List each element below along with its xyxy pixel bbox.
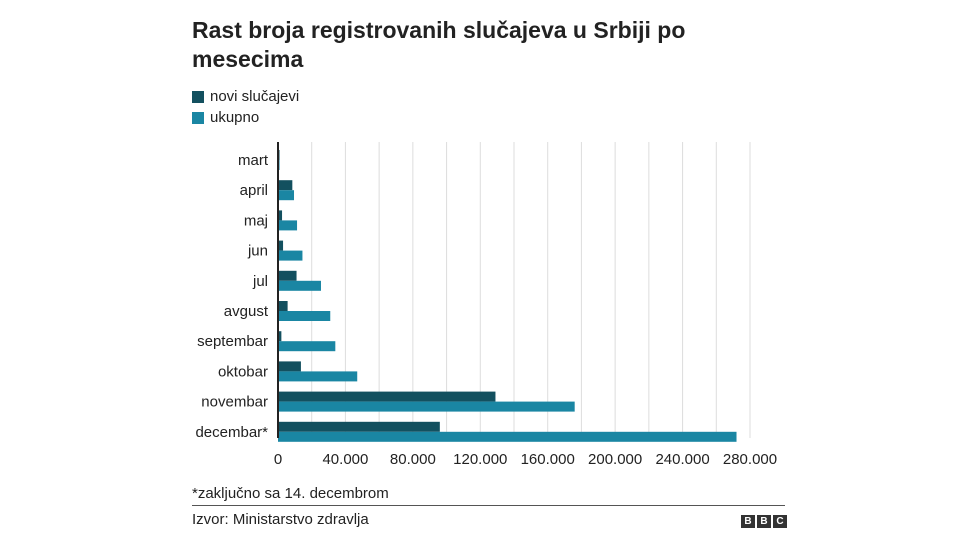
category-label: jul: [252, 273, 268, 290]
category-label: novembar: [201, 394, 268, 411]
bar-total: [278, 311, 331, 321]
legend-item-new: novi slučajevi: [192, 88, 299, 105]
bar-total: [278, 341, 336, 352]
category-label: avgust: [224, 303, 269, 320]
x-tick-label: 40.000: [322, 451, 368, 468]
bar-new: [278, 301, 288, 311]
bar-new: [278, 210, 283, 221]
x-tick-label: 80.000: [390, 451, 436, 468]
category-label: septembar: [197, 333, 268, 350]
bar-total: [278, 371, 358, 382]
bar-new: [278, 361, 301, 372]
bar-new: [278, 240, 284, 251]
category-label: oktobar: [218, 363, 268, 380]
legend-swatch: [192, 111, 204, 124]
bar-new: [278, 270, 297, 281]
x-tick-label: 240.000: [655, 451, 709, 468]
divider: [192, 505, 785, 506]
category-label: maj: [244, 212, 268, 229]
legend-swatch: [192, 90, 204, 103]
bar-new: [278, 180, 293, 191]
source: Izvor: Ministarstvo zdravlja: [192, 511, 369, 528]
category-label: jun: [247, 243, 268, 260]
bar-new: [278, 391, 496, 402]
bar-total: [278, 220, 298, 231]
category-label: mart: [238, 152, 269, 169]
x-tick-label: 160.000: [521, 451, 575, 468]
bar-total: [278, 280, 321, 291]
x-tick-label: 120.000: [453, 451, 507, 468]
x-tick-label: 0: [274, 451, 282, 468]
category-label: april: [240, 182, 268, 199]
bar-total: [278, 190, 295, 201]
legend-item-total: ukupno: [192, 109, 259, 126]
bar-total: [278, 250, 303, 261]
legend-label: novi slučajevi: [210, 88, 300, 105]
x-tick-label: 200.000: [588, 451, 642, 468]
category-label: decembar*: [195, 424, 268, 441]
bar-new: [278, 421, 440, 432]
bar-total: [278, 401, 575, 412]
bar-new: [278, 331, 282, 342]
chart-title: Rast broja registrovanih slučajeva u Srb…: [192, 17, 686, 72]
legend-label: ukupno: [210, 109, 260, 126]
bar-total: [278, 431, 737, 442]
x-tick-label: 280.000: [723, 451, 777, 468]
footnote: *zaključno sa 14. decembrom: [192, 485, 389, 502]
